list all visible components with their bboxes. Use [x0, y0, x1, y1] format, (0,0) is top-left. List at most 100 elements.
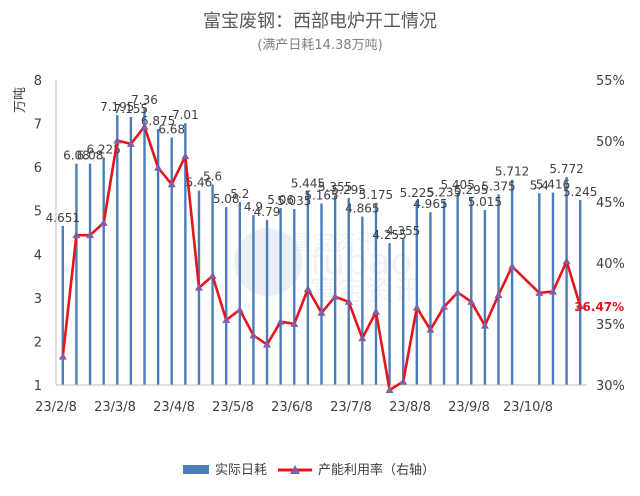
line-marker — [344, 297, 353, 305]
y-tick-right-label: 30% — [596, 379, 625, 394]
bar — [211, 184, 214, 385]
y-tick-right-label: 40% — [596, 257, 625, 272]
line-marker — [467, 297, 476, 305]
bar-data-label: 5.375 — [481, 179, 515, 193]
line-marker — [126, 139, 135, 147]
bar-data-label: 5.355 — [318, 180, 352, 194]
bar-data-label: 7.01 — [172, 108, 199, 122]
line-marker — [317, 308, 326, 316]
bar-data-label: 5.6 — [203, 170, 222, 184]
x-tick-label: 23/5/8 — [212, 400, 254, 415]
line-marker — [508, 262, 517, 270]
line-marker — [412, 303, 421, 311]
bar — [578, 200, 582, 385]
line-marker — [154, 163, 163, 171]
bar — [442, 200, 446, 385]
bar-data-label: 4.9 — [244, 200, 263, 214]
bar-data-label: 7.155 — [114, 102, 148, 116]
line-marker — [548, 287, 557, 295]
bar — [102, 157, 105, 385]
y-tick-right-label: 35% — [596, 318, 625, 333]
bar — [347, 197, 350, 385]
bar-data-label: 5.772 — [549, 162, 583, 176]
axes: 1 2 3 4 5 6 7 8 30% 35% 40% 45% 50% 55% 23/2/8 23/3/8 23… — [34, 74, 625, 415]
bar-data-label: 5.015 — [468, 195, 502, 209]
bar — [470, 197, 473, 385]
x-tick-label: 23/8/8 — [389, 400, 431, 415]
line-marker — [194, 283, 203, 291]
bar-data-label: 6.68 — [158, 123, 185, 137]
x-tick-label: 23/3/8 — [94, 400, 136, 415]
line-marker — [113, 136, 122, 144]
line-marker — [576, 302, 585, 310]
bar — [170, 137, 173, 385]
bar-data-label: 5.165 — [304, 189, 338, 203]
bar-data-label: 4.651 — [46, 211, 80, 225]
legend-bar-swatch — [183, 465, 209, 474]
bar — [184, 123, 187, 385]
line-marker — [208, 271, 217, 279]
bar — [116, 115, 119, 385]
bar — [88, 163, 92, 385]
y-tick-right-label: 45% — [596, 196, 625, 211]
bar-data-label: 5.416 — [536, 178, 570, 192]
line-marker — [290, 319, 299, 327]
legend-line-label: 产能利用率（右轴） — [318, 462, 435, 478]
bar — [388, 243, 391, 385]
bar — [415, 200, 419, 385]
line-marker — [535, 288, 544, 296]
line-marker — [72, 231, 81, 239]
bar-data-label: 6.225 — [86, 142, 120, 156]
line-marker — [426, 325, 435, 333]
bar-data-label: 5.4 — [530, 178, 549, 192]
bar — [429, 212, 432, 385]
y-tick-right-label: 55% — [596, 74, 625, 89]
bar — [293, 209, 296, 385]
y-axis-left-label: 万吨 — [13, 87, 28, 113]
bar-data-label: 5.035 — [277, 194, 311, 208]
watermark-text-bottom: 富宝资讯 — [310, 274, 422, 307]
bar — [61, 225, 65, 385]
line-marker — [562, 257, 571, 265]
line-marker — [249, 331, 258, 339]
bar — [374, 203, 378, 385]
line-marker — [58, 352, 67, 360]
line-marker — [440, 302, 449, 310]
line-marker — [99, 218, 108, 226]
bar-data-label: 5.235 — [427, 185, 461, 199]
bar — [361, 216, 364, 385]
bar-data-label: 5.46 — [186, 176, 213, 190]
bar-data-label: 5.175 — [359, 188, 393, 202]
bar — [156, 129, 160, 385]
y-tick-left-label: 8 — [34, 74, 42, 89]
bar-data-label: 4.79 — [254, 205, 281, 219]
legend: 实际日耗 产能利用率（右轴） — [183, 462, 435, 478]
bar-data-label: 5.405 — [440, 178, 474, 192]
bar — [510, 179, 514, 385]
bar — [279, 208, 282, 385]
y-tick-left-label: 3 — [34, 292, 42, 307]
last-value-label: 36.47% — [574, 300, 624, 314]
line-marker — [371, 307, 380, 315]
bar-data-label: 7.36 — [131, 93, 158, 107]
y-tick-right-label: 50% — [596, 135, 625, 150]
bar-series — [61, 107, 582, 385]
y-tick-left-label: 7 — [34, 118, 42, 133]
line-marker — [235, 305, 244, 313]
bar-data-label: 5.445 — [291, 176, 325, 190]
bar — [238, 202, 242, 385]
legend-line-marker — [290, 465, 300, 474]
bar-data-label: 6.08 — [77, 149, 104, 163]
line-path — [61, 125, 582, 392]
line-marker — [480, 321, 489, 329]
line-marker — [86, 231, 95, 239]
line-marker — [358, 334, 367, 342]
y-tick-left-label: 6 — [34, 161, 42, 176]
bar — [333, 195, 337, 385]
bar — [143, 107, 146, 385]
line-series — [58, 122, 585, 394]
bar-data-label: 5.06 — [267, 193, 294, 207]
y-tick-left-label: 2 — [34, 335, 42, 350]
